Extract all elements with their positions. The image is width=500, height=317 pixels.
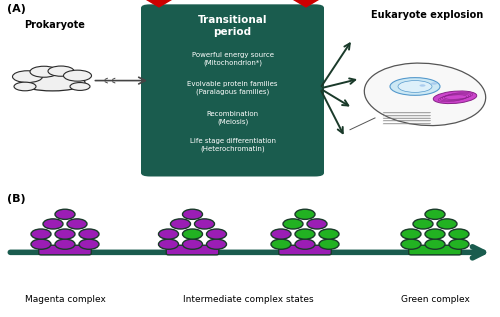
Circle shape (55, 229, 75, 239)
FancyBboxPatch shape (408, 245, 461, 255)
Circle shape (12, 71, 42, 82)
FancyBboxPatch shape (141, 4, 324, 177)
Circle shape (194, 219, 214, 229)
Circle shape (319, 229, 339, 239)
Circle shape (271, 239, 291, 249)
Ellipse shape (364, 63, 486, 126)
Ellipse shape (20, 74, 85, 91)
Text: Evolvable protein families
(Paralagous families): Evolvable protein families (Paralagous f… (188, 81, 278, 95)
Circle shape (425, 239, 445, 249)
Circle shape (401, 239, 421, 249)
Text: Eukaryote explosion: Eukaryote explosion (372, 10, 484, 20)
Text: Recombination
(Meiosis): Recombination (Meiosis) (206, 111, 258, 125)
FancyBboxPatch shape (166, 245, 219, 255)
Circle shape (14, 82, 36, 91)
Circle shape (79, 229, 99, 239)
Circle shape (64, 70, 92, 81)
Circle shape (425, 209, 445, 219)
Text: Transitional
period: Transitional period (198, 15, 267, 37)
Text: (B): (B) (8, 194, 26, 204)
Circle shape (79, 239, 99, 249)
Circle shape (206, 229, 227, 239)
FancyBboxPatch shape (39, 245, 92, 255)
Circle shape (55, 239, 75, 249)
Text: Powerful energy source
(Mitochondrion*): Powerful energy source (Mitochondrion*) (192, 52, 274, 66)
Ellipse shape (433, 91, 477, 104)
Ellipse shape (398, 81, 432, 92)
Circle shape (43, 219, 63, 229)
Circle shape (449, 239, 469, 249)
Circle shape (283, 219, 303, 229)
Circle shape (425, 229, 445, 239)
Circle shape (158, 229, 178, 239)
Circle shape (182, 239, 203, 249)
Circle shape (158, 239, 178, 249)
Ellipse shape (390, 78, 440, 95)
Circle shape (449, 229, 469, 239)
Text: Magenta complex: Magenta complex (24, 295, 105, 304)
Text: Life stage differentiation
(Heterochromatin): Life stage differentiation (Heterochroma… (190, 139, 276, 152)
Circle shape (401, 229, 421, 239)
Text: (A): (A) (8, 4, 26, 14)
Circle shape (307, 219, 327, 229)
Circle shape (182, 229, 203, 239)
FancyBboxPatch shape (279, 245, 331, 255)
Polygon shape (292, 0, 320, 7)
Circle shape (431, 82, 437, 85)
Text: Prokaryote: Prokaryote (24, 20, 86, 30)
Text: Intermediate complex states: Intermediate complex states (183, 295, 314, 304)
Text: Green complex: Green complex (400, 295, 469, 304)
Circle shape (206, 239, 227, 249)
Circle shape (170, 219, 190, 229)
Circle shape (31, 229, 51, 239)
Polygon shape (145, 0, 173, 7)
Circle shape (67, 219, 87, 229)
Circle shape (48, 66, 74, 76)
Circle shape (437, 219, 457, 229)
Circle shape (30, 66, 58, 77)
Circle shape (295, 209, 315, 219)
Circle shape (31, 239, 51, 249)
Circle shape (420, 84, 426, 87)
Circle shape (271, 229, 291, 239)
Circle shape (70, 82, 90, 90)
Circle shape (182, 209, 203, 219)
Circle shape (55, 209, 75, 219)
Circle shape (295, 229, 315, 239)
Circle shape (319, 239, 339, 249)
Circle shape (413, 219, 433, 229)
Circle shape (295, 239, 315, 249)
